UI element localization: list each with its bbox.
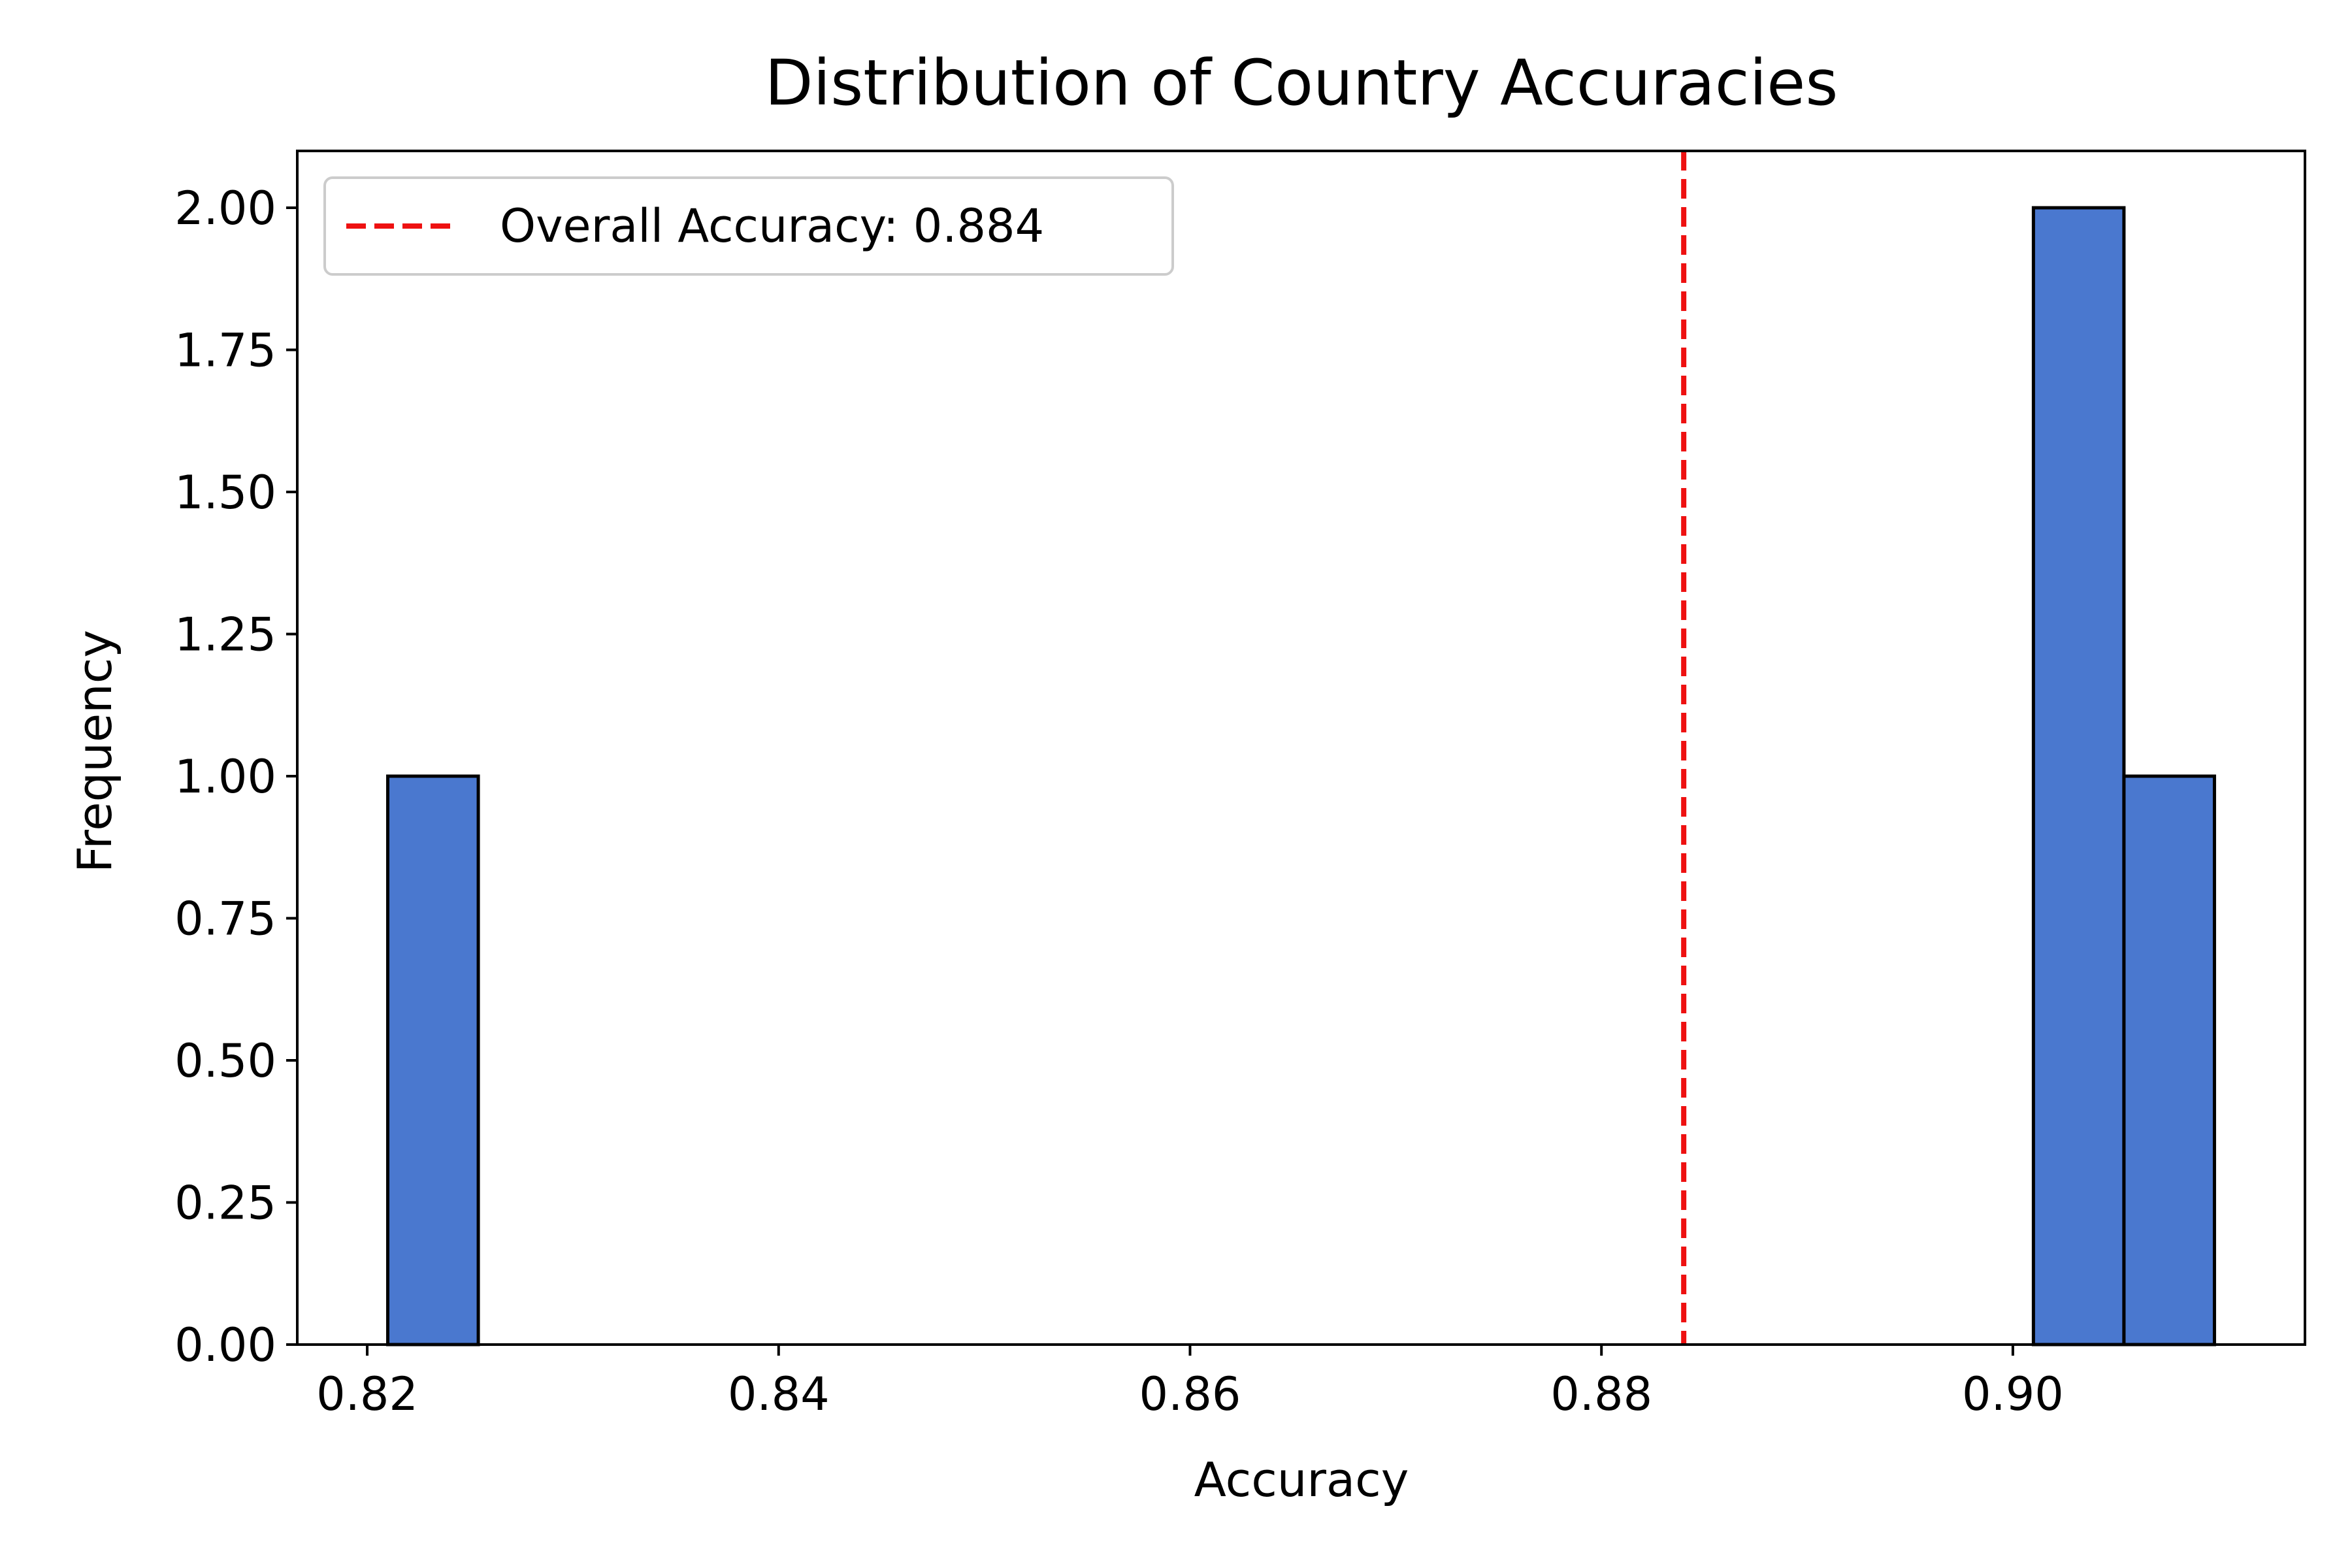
y-tick-label-3: 0.50 — [174, 1034, 276, 1088]
x-tick-label-2: 0.84 — [728, 1367, 830, 1421]
y-tick-label-4: 0.75 — [174, 892, 276, 946]
legend-label: Overall Accuracy: 0.884 — [500, 199, 1044, 253]
chart-title: Distribution of Country Accuracies — [765, 46, 1838, 120]
y-tick-label-5: 1.00 — [174, 750, 276, 804]
x-tick-label-5: 0.90 — [1962, 1367, 2064, 1421]
x-tick-label-1: 0.82 — [316, 1367, 418, 1421]
x-axis-label: Accuracy — [1194, 1452, 1409, 1507]
y-tick-label-2: 0.25 — [174, 1177, 276, 1230]
legend-box — [323, 176, 1174, 276]
y-tick-label-9: 2.00 — [174, 182, 276, 235]
axes-frame — [296, 150, 2306, 1346]
histogram-bar-2 — [2031, 206, 2126, 1347]
y-tick-label-6: 1.25 — [174, 608, 276, 662]
x-tick-label-3: 0.86 — [1139, 1367, 1241, 1421]
y-tick-label-8: 1.75 — [174, 324, 276, 378]
legend: Overall Accuracy: 0.884 — [323, 176, 1174, 276]
x-tick-label-4: 0.88 — [1550, 1367, 1652, 1421]
histogram-bar-1 — [386, 774, 480, 1347]
y-tick-label-1: 0.00 — [174, 1318, 276, 1372]
histogram-bar-3 — [2122, 774, 2216, 1347]
y-axis-label: Frequency — [67, 630, 122, 873]
y-tick-label-7: 1.50 — [174, 466, 276, 519]
plot-area: 0.82 0.84 0.86 0.88 0.90 0.00 0.25 0.50 0.75 1.00… — [174, 150, 2306, 1421]
